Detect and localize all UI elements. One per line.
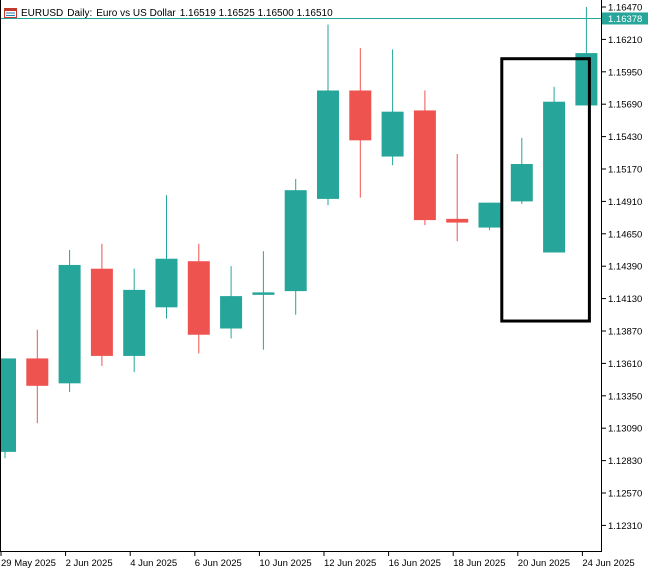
candle bbox=[478, 202, 501, 231]
price-tick-label: 1.14650 bbox=[608, 229, 642, 240]
price-tick-label: 1.15430 bbox=[608, 132, 642, 143]
candle-body bbox=[252, 292, 275, 295]
candle-body bbox=[381, 111, 404, 157]
candle-body bbox=[349, 90, 372, 141]
price-tick-label: 1.13350 bbox=[608, 391, 642, 402]
candle bbox=[90, 243, 113, 366]
price-tick-label: 1.14390 bbox=[608, 262, 642, 273]
candle-body bbox=[58, 264, 81, 384]
candle bbox=[446, 154, 469, 242]
overlays-layer: 1.16378 bbox=[0, 12, 648, 323]
header-ohlc: 1.16519 1.16525 1.16500 1.16510 bbox=[179, 7, 333, 19]
symbol-window-icon bbox=[4, 8, 17, 18]
candle bbox=[381, 49, 404, 166]
time-tick-label: 2 Jun 2025 bbox=[66, 558, 113, 569]
time-tick-label: 16 Jun 2025 bbox=[389, 558, 441, 569]
candle bbox=[252, 251, 275, 350]
time-tick-label: 29 May 2025 bbox=[1, 558, 56, 569]
candle bbox=[58, 250, 81, 393]
candle bbox=[123, 268, 146, 373]
candle bbox=[187, 243, 210, 354]
candles-layer bbox=[0, 7, 598, 459]
time-tick-label: 10 Jun 2025 bbox=[259, 558, 311, 569]
candle bbox=[0, 358, 16, 459]
current-price-tag-bg bbox=[602, 12, 648, 25]
price-tick-label: 1.14130 bbox=[608, 294, 642, 305]
price-tick-label: 1.13610 bbox=[608, 359, 642, 370]
candle-body bbox=[26, 358, 49, 386]
time-tick-label: 4 Jun 2025 bbox=[130, 558, 177, 569]
price-tick-label: 1.15950 bbox=[608, 67, 642, 78]
chart-header: EURUSD Daily: Euro vs US Dollar 1.16519 … bbox=[4, 6, 337, 20]
candle bbox=[284, 178, 307, 315]
price-tick-label: 1.12830 bbox=[608, 456, 642, 467]
price-tick-label: 1.13870 bbox=[608, 327, 642, 338]
candle-body bbox=[543, 101, 566, 253]
header-symbol: EURUSD bbox=[21, 7, 64, 19]
price-tick-label: 1.15690 bbox=[608, 100, 642, 111]
candle-body bbox=[187, 261, 210, 335]
price-tick-label: 1.16210 bbox=[608, 35, 642, 46]
price-axis: 1.16470 1.16210 1.15950 1.15690 1.15430 1.151… bbox=[0, 0, 642, 551]
candle bbox=[26, 329, 49, 424]
candle bbox=[575, 7, 598, 106]
candle-body bbox=[155, 258, 178, 308]
price-tick-label: 1.12310 bbox=[608, 521, 642, 532]
candle-body bbox=[510, 164, 533, 202]
candle-body bbox=[478, 202, 501, 228]
candle-body bbox=[90, 268, 113, 356]
candle bbox=[510, 137, 533, 204]
price-tick-label: 1.13090 bbox=[608, 424, 642, 435]
time-axis: 29 May 2025 2 Jun 2025 4 Jun 2025 6 Jun 202… bbox=[0, 551, 635, 569]
current-price-tag-label: 1.16378 bbox=[608, 14, 642, 25]
candle-body bbox=[575, 53, 598, 106]
candle-body bbox=[0, 358, 16, 452]
candle bbox=[317, 24, 339, 206]
header-timeframe: Daily: bbox=[67, 7, 93, 19]
candle bbox=[543, 86, 566, 253]
candle-body bbox=[123, 289, 146, 356]
time-tick-label: 18 Jun 2025 bbox=[453, 558, 505, 569]
candle-body bbox=[284, 190, 307, 292]
candle-body bbox=[220, 296, 243, 329]
price-tick-label: 1.15170 bbox=[608, 165, 642, 176]
price-tick-label: 1.14910 bbox=[608, 197, 642, 208]
time-tick-label: 20 Jun 2025 bbox=[518, 558, 570, 569]
candle-body bbox=[413, 110, 436, 221]
candle-body bbox=[446, 218, 469, 223]
candle bbox=[155, 195, 178, 319]
current-price-tag: 1.16378 bbox=[602, 12, 648, 25]
header-description: Euro vs US Dollar bbox=[96, 7, 176, 19]
highlight-rectangle bbox=[500, 57, 591, 323]
price-tick-label: 1.12570 bbox=[608, 489, 642, 500]
candle bbox=[413, 90, 436, 226]
price-tick-label: 1.16470 bbox=[608, 3, 642, 14]
candle bbox=[220, 266, 243, 339]
time-tick-label: 12 Jun 2025 bbox=[324, 558, 376, 569]
time-tick-label: 24 Jun 2025 bbox=[582, 558, 634, 569]
time-tick-label: 6 Jun 2025 bbox=[195, 558, 242, 569]
candle bbox=[349, 48, 372, 198]
candle-body bbox=[317, 90, 339, 199]
